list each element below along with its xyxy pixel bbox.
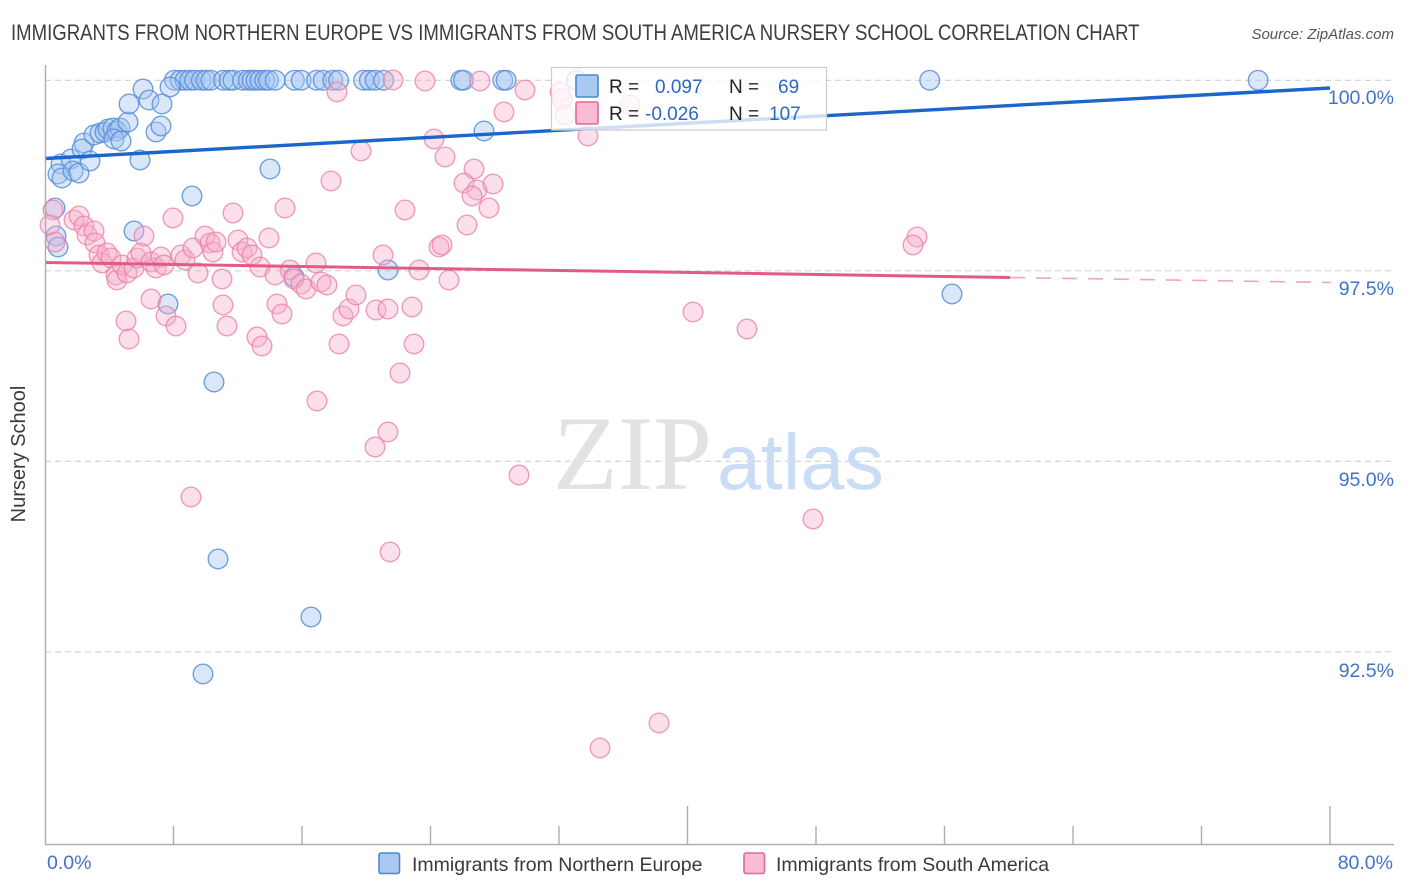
svg-text:N =: N = [729,77,759,98]
svg-text:92.5%: 92.5% [1339,660,1394,682]
svg-text:97.5%: 97.5% [1339,278,1394,300]
svg-text:atlas: atlas [717,417,884,506]
svg-text:80.0%: 80.0% [1338,852,1393,874]
svg-text:100.0%: 100.0% [1328,87,1394,109]
svg-text:Nursery School: Nursery School [8,386,30,523]
svg-text:0.0%: 0.0% [47,852,91,874]
svg-text:R =: R = [609,104,639,125]
svg-text:-0.026: -0.026 [645,104,699,125]
svg-text:107: 107 [769,104,801,125]
svg-text:ZIP: ZIP [553,395,712,512]
svg-text:IMMIGRANTS FROM NORTHERN EUROP: IMMIGRANTS FROM NORTHERN EUROPE VS IMMIG… [11,20,1140,45]
svg-text:69: 69 [778,77,799,98]
svg-text:Source: ZipAtlas.com: Source: ZipAtlas.com [1251,26,1394,43]
svg-text:Immigrants from South America: Immigrants from South America [776,854,1049,876]
svg-text:R =: R = [609,77,639,98]
svg-text:95.0%: 95.0% [1339,469,1394,491]
svg-text:Immigrants from Northern Europ: Immigrants from Northern Europe [412,854,702,876]
svg-text:N =: N = [729,104,759,125]
svg-text:0.097: 0.097 [655,77,703,98]
